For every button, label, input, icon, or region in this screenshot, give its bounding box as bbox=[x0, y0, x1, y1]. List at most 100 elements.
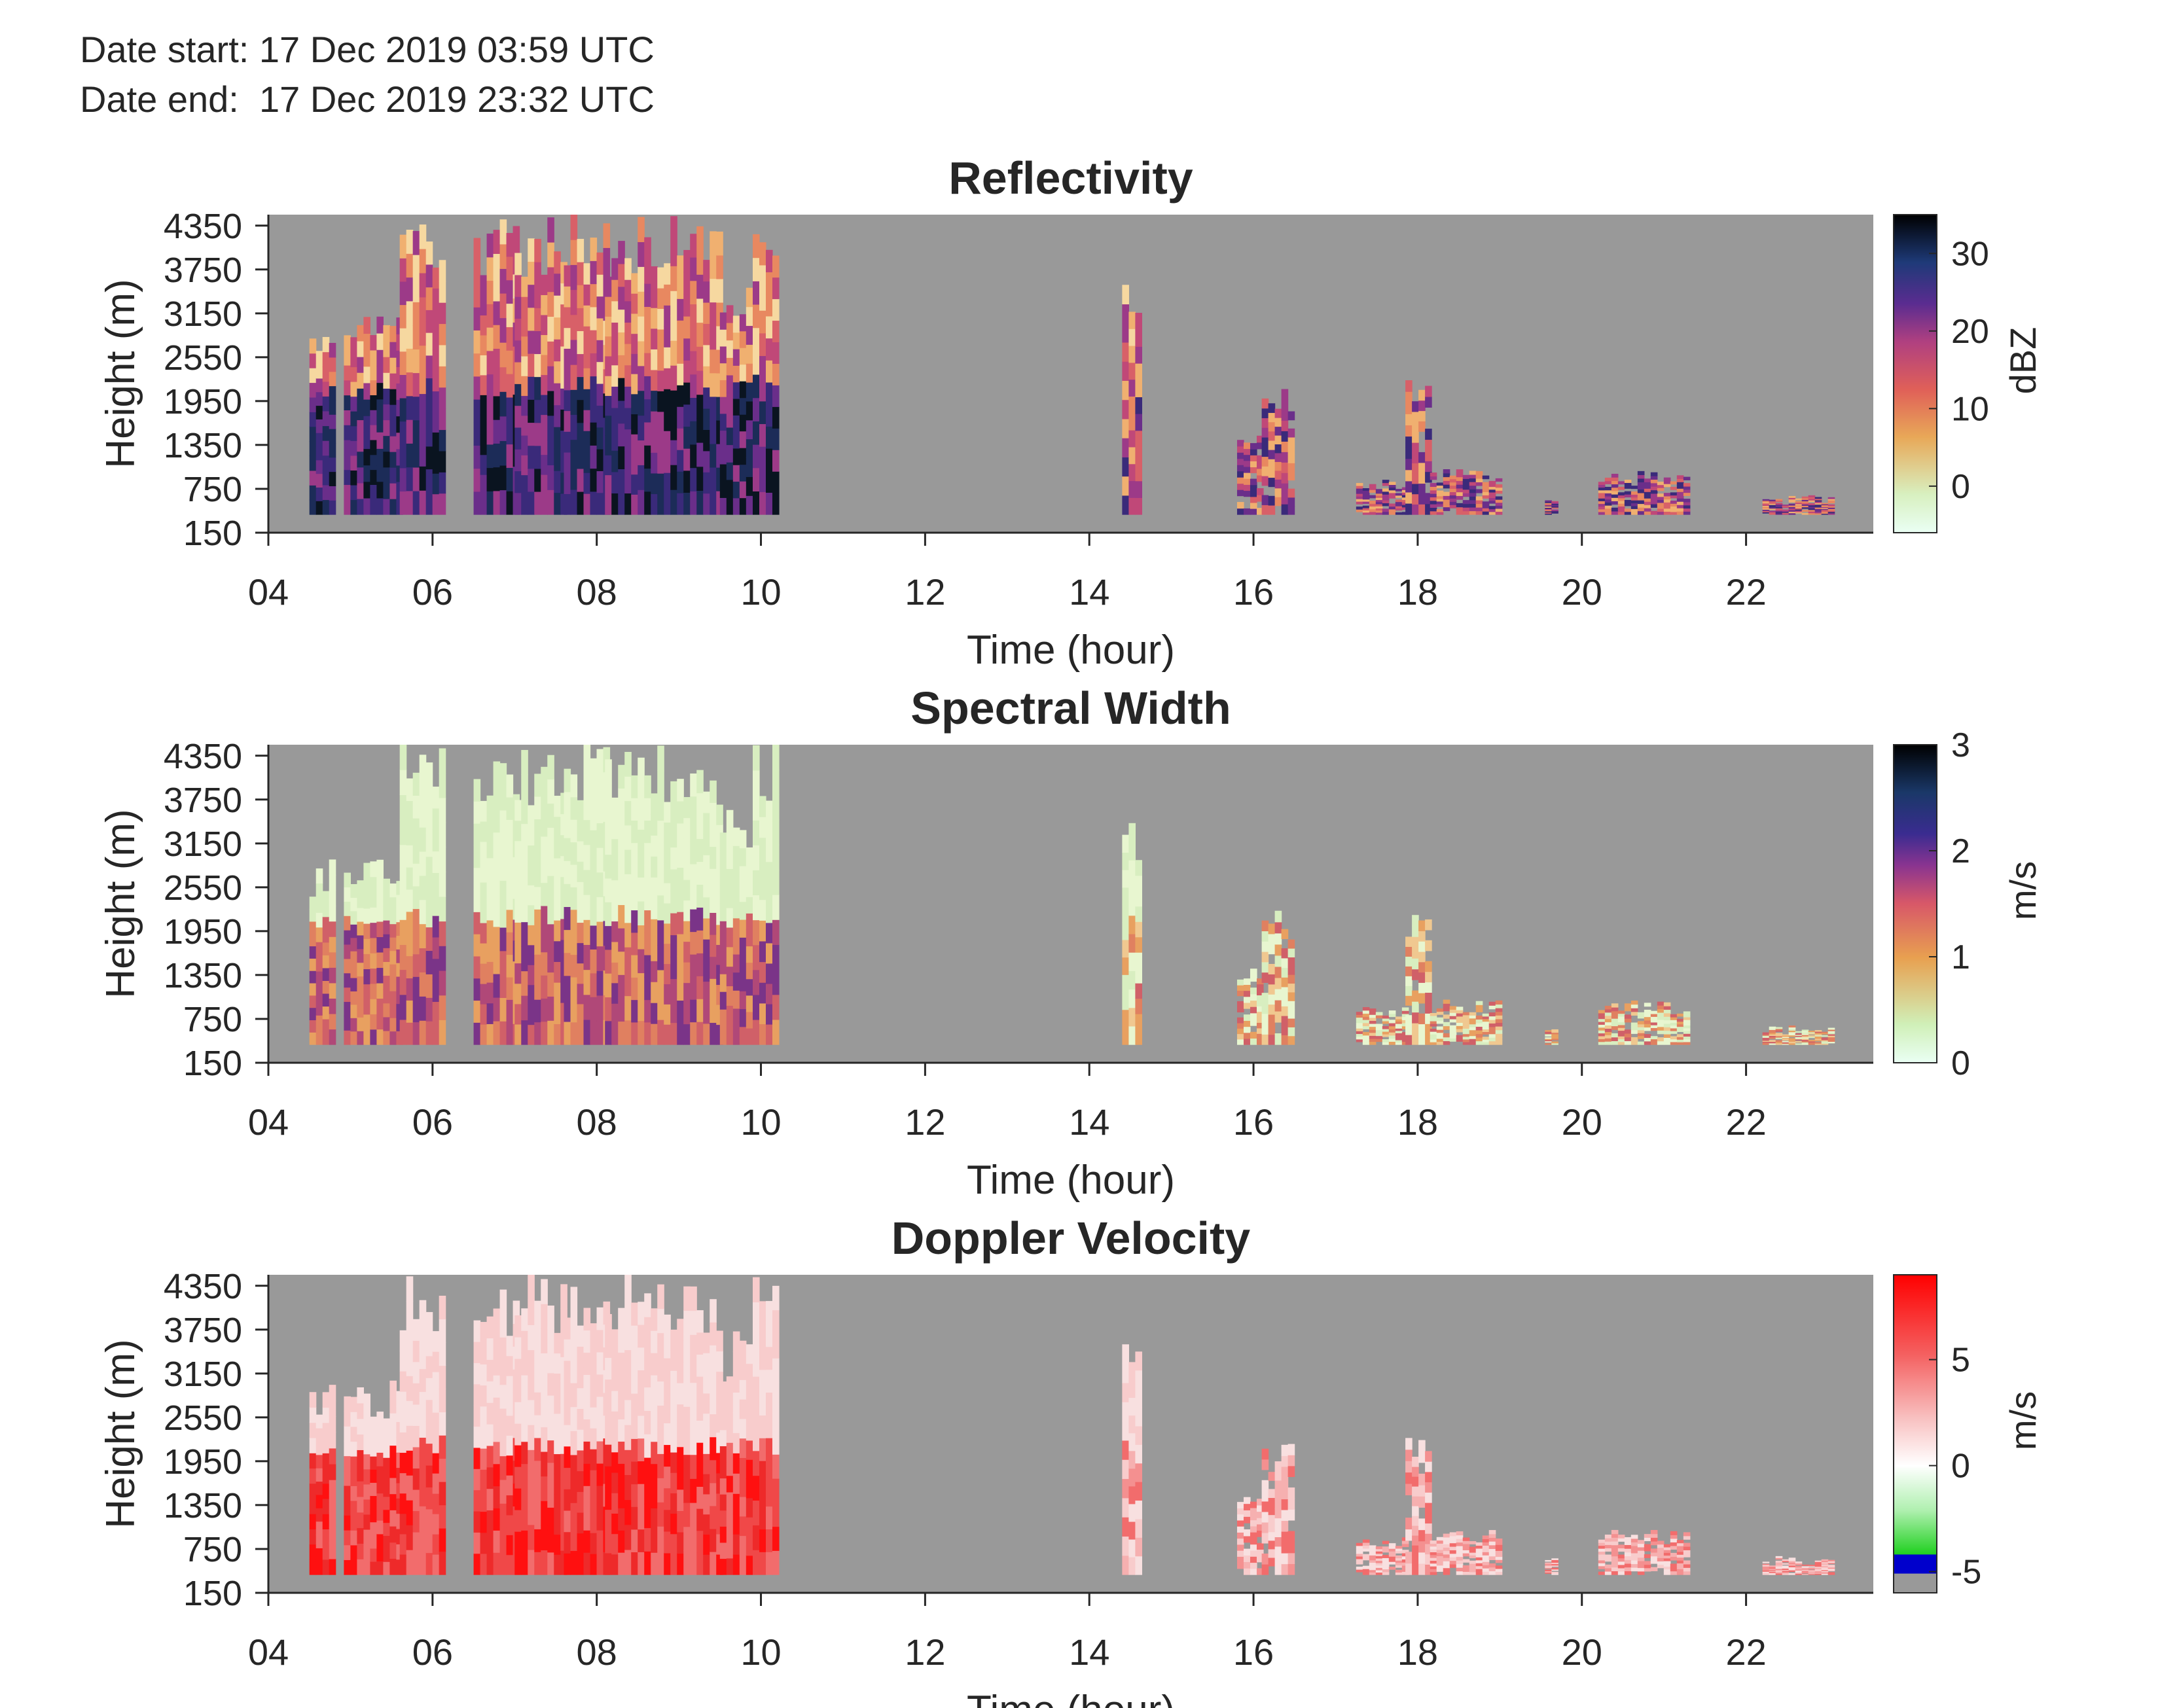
echo-cell bbox=[554, 1474, 561, 1495]
echo-cell bbox=[1482, 488, 1490, 493]
echo-cell bbox=[425, 832, 433, 857]
echo-cell bbox=[1676, 488, 1684, 492]
echo-cell bbox=[1617, 1557, 1625, 1562]
echo-cell bbox=[1630, 1545, 1638, 1550]
echo-cell bbox=[1412, 463, 1419, 474]
echo-cell bbox=[1425, 1554, 1432, 1565]
echo-cell bbox=[1418, 1034, 1426, 1045]
echo-cell bbox=[624, 1549, 632, 1575]
echo-cell bbox=[1274, 933, 1282, 945]
echo-cell bbox=[1443, 1006, 1450, 1012]
echo-cell bbox=[514, 1488, 522, 1510]
echo-cell bbox=[1482, 1555, 1490, 1559]
echo-cell bbox=[1676, 1013, 1684, 1017]
echo-cell bbox=[1356, 1545, 1363, 1549]
echo-cell bbox=[1801, 1569, 1809, 1571]
echo-cell bbox=[1795, 508, 1803, 511]
echo-cell bbox=[399, 234, 407, 258]
echo-cell bbox=[670, 1451, 677, 1473]
panel-title: Spectral Width bbox=[910, 683, 1231, 734]
echo-cell bbox=[541, 314, 548, 336]
echo-cell bbox=[677, 320, 684, 342]
colorbar-gradient bbox=[1893, 214, 1937, 533]
echo-cell bbox=[1362, 1542, 1370, 1546]
echo-cell bbox=[1456, 1010, 1464, 1014]
echo-cell bbox=[1395, 503, 1403, 507]
echo-cell bbox=[1425, 461, 1432, 472]
echo-cell bbox=[322, 916, 330, 930]
echo-cell bbox=[425, 287, 433, 310]
echo-cell bbox=[499, 1408, 507, 1432]
echo-cell bbox=[528, 1374, 535, 1400]
echo-cell bbox=[1430, 1018, 1437, 1022]
echo-cell bbox=[480, 943, 488, 964]
echo-cell bbox=[554, 492, 561, 515]
echo-cell bbox=[732, 415, 740, 433]
echo-cell bbox=[486, 1531, 494, 1554]
echo-cell bbox=[657, 1405, 664, 1430]
echo-cell bbox=[570, 439, 578, 465]
echo-cell bbox=[716, 255, 723, 279]
echo-cell bbox=[664, 326, 671, 347]
echo-cell bbox=[1683, 492, 1691, 496]
echo-cell bbox=[329, 371, 336, 387]
echo-cell bbox=[570, 1406, 578, 1431]
echo-cell bbox=[1287, 1035, 1295, 1045]
echo-cell bbox=[719, 974, 727, 992]
echo-cell bbox=[1469, 1541, 1477, 1544]
echo-cell bbox=[752, 1450, 760, 1476]
echo-cell bbox=[528, 376, 535, 400]
echo-cell bbox=[480, 902, 488, 923]
y-axis-label: Height (m) bbox=[98, 1339, 143, 1528]
echo-cell bbox=[690, 1310, 697, 1335]
echo-cell bbox=[1545, 1562, 1552, 1565]
echo-cell bbox=[1425, 1492, 1432, 1503]
echo-cell bbox=[577, 262, 585, 285]
echo-cell bbox=[1788, 497, 1796, 500]
echo-cell bbox=[1808, 505, 1816, 507]
echo-cell bbox=[383, 404, 390, 421]
echo-cell bbox=[506, 1535, 514, 1556]
echo-cell bbox=[357, 880, 364, 895]
echo-cell bbox=[1236, 1001, 1244, 1007]
echo-cell bbox=[1495, 1008, 1503, 1012]
echo-cell bbox=[605, 783, 612, 808]
echo-cell bbox=[624, 1020, 632, 1045]
echo-cell bbox=[493, 1308, 501, 1332]
echo-cell bbox=[1551, 505, 1558, 507]
echo-cell bbox=[1611, 1533, 1619, 1538]
echo-cell bbox=[315, 459, 323, 474]
echo-cell bbox=[570, 489, 578, 515]
echo-cell bbox=[1395, 1016, 1403, 1020]
echo-cell bbox=[1808, 506, 1816, 508]
echo-cell bbox=[1827, 512, 1835, 515]
echo-cell bbox=[657, 745, 664, 772]
echo-cell bbox=[1281, 1499, 1289, 1510]
echo-cell bbox=[344, 916, 351, 931]
date-start-row: Date start: 17 Dec 2019 03:59 UTC bbox=[80, 25, 655, 75]
echo-cell bbox=[752, 397, 760, 421]
echo-cell bbox=[534, 422, 541, 446]
echo-cell bbox=[732, 332, 740, 349]
echo-cell bbox=[1412, 1545, 1419, 1556]
echo-cell bbox=[1488, 1541, 1496, 1546]
echo-cell bbox=[1456, 1563, 1464, 1568]
echo-cell bbox=[1676, 475, 1684, 479]
echo-cell bbox=[759, 423, 766, 447]
echo-cell bbox=[590, 1365, 598, 1387]
echo-cell bbox=[564, 1446, 571, 1468]
echo-cell bbox=[1412, 1001, 1419, 1013]
echo-cell bbox=[716, 984, 723, 1005]
echo-cell bbox=[309, 382, 317, 398]
echo-cell bbox=[651, 1397, 658, 1420]
echo-cell bbox=[1670, 1538, 1678, 1542]
echo-cell bbox=[638, 1552, 645, 1575]
echo-cell bbox=[432, 432, 440, 454]
echo-cell bbox=[1808, 503, 1816, 506]
echo-cell bbox=[370, 999, 377, 1015]
echo-cell bbox=[1475, 1037, 1483, 1042]
echo-cell bbox=[611, 429, 619, 451]
echo-cell bbox=[1382, 1015, 1390, 1019]
echo-cell bbox=[514, 1510, 522, 1532]
echo-cell bbox=[739, 1399, 747, 1419]
